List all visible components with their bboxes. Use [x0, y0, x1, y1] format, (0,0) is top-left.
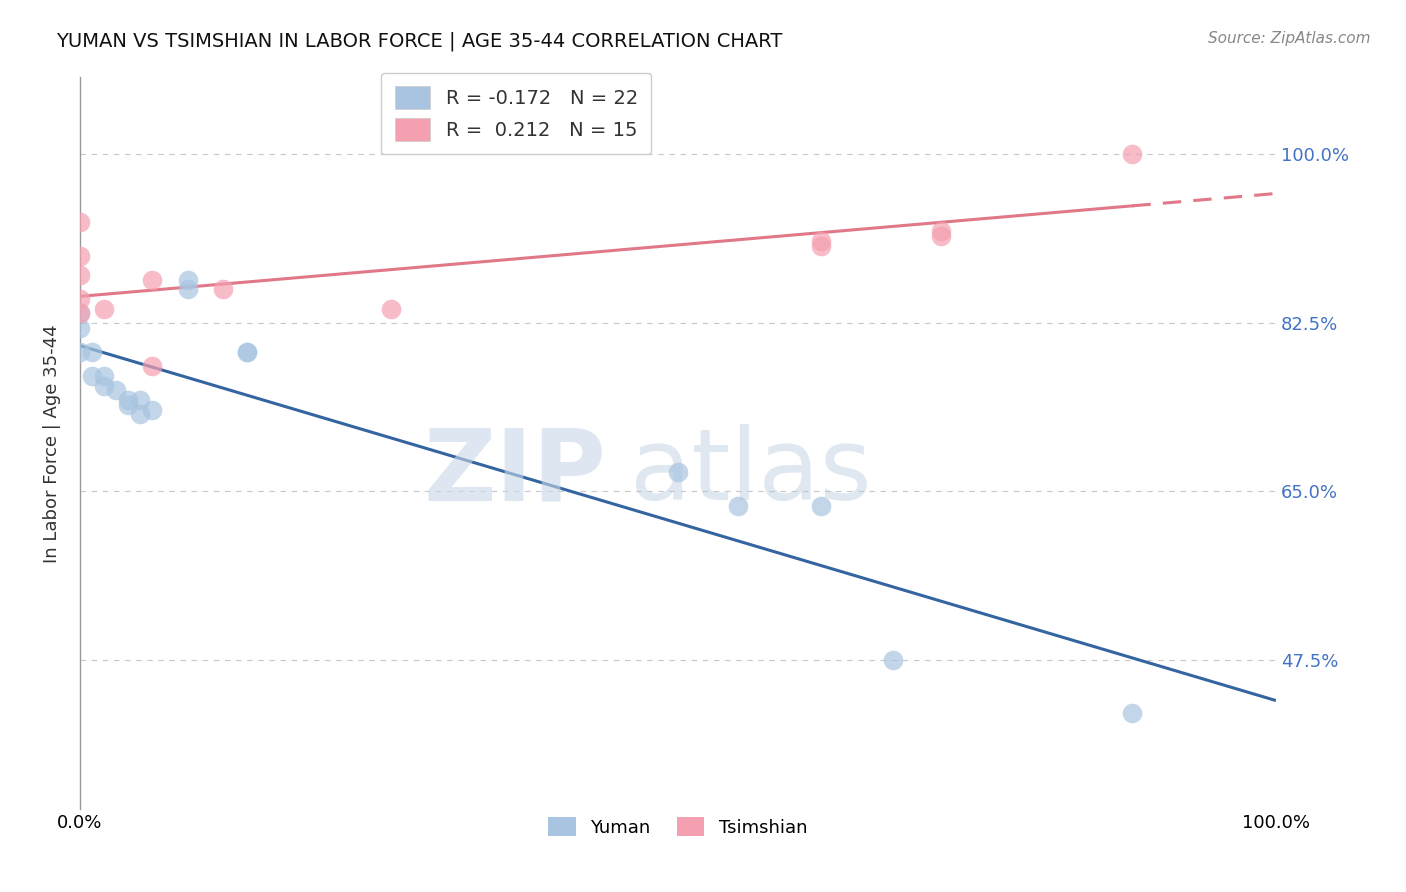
Point — [69, 268, 91, 282]
Point — [117, 392, 139, 407]
Y-axis label: In Labor Force | Age 35-44: In Labor Force | Age 35-44 — [44, 324, 60, 563]
Point — [69, 344, 91, 359]
Point — [69, 320, 91, 334]
Point — [380, 301, 402, 316]
Point — [128, 408, 150, 422]
Point — [141, 402, 163, 417]
Point — [69, 248, 91, 262]
Point — [236, 344, 259, 359]
Point — [1121, 147, 1143, 161]
Point — [117, 398, 139, 412]
Point — [141, 359, 163, 374]
Point — [882, 653, 904, 667]
Point — [93, 368, 115, 383]
Point — [810, 234, 832, 248]
Point — [128, 392, 150, 407]
Point — [69, 306, 91, 320]
Text: Source: ZipAtlas.com: Source: ZipAtlas.com — [1208, 31, 1371, 46]
Point — [69, 306, 91, 320]
Point — [666, 465, 689, 479]
Point — [810, 499, 832, 513]
Point — [80, 344, 103, 359]
Point — [93, 301, 115, 316]
Point — [69, 292, 91, 306]
Point — [141, 272, 163, 286]
Point — [176, 272, 198, 286]
Point — [929, 229, 952, 244]
Point — [104, 384, 127, 398]
Text: YUMAN VS TSIMSHIAN IN LABOR FORCE | AGE 35-44 CORRELATION CHART: YUMAN VS TSIMSHIAN IN LABOR FORCE | AGE … — [56, 31, 783, 51]
Point — [929, 225, 952, 239]
Point — [93, 378, 115, 392]
Point — [1121, 706, 1143, 720]
Point — [212, 282, 235, 296]
Point — [176, 282, 198, 296]
Point — [236, 344, 259, 359]
Legend: Yuman, Tsimshian: Yuman, Tsimshian — [541, 810, 814, 844]
Point — [80, 368, 103, 383]
Point — [727, 499, 749, 513]
Text: atlas: atlas — [630, 424, 872, 521]
Text: ZIP: ZIP — [423, 424, 606, 521]
Point — [69, 215, 91, 229]
Point — [810, 239, 832, 253]
